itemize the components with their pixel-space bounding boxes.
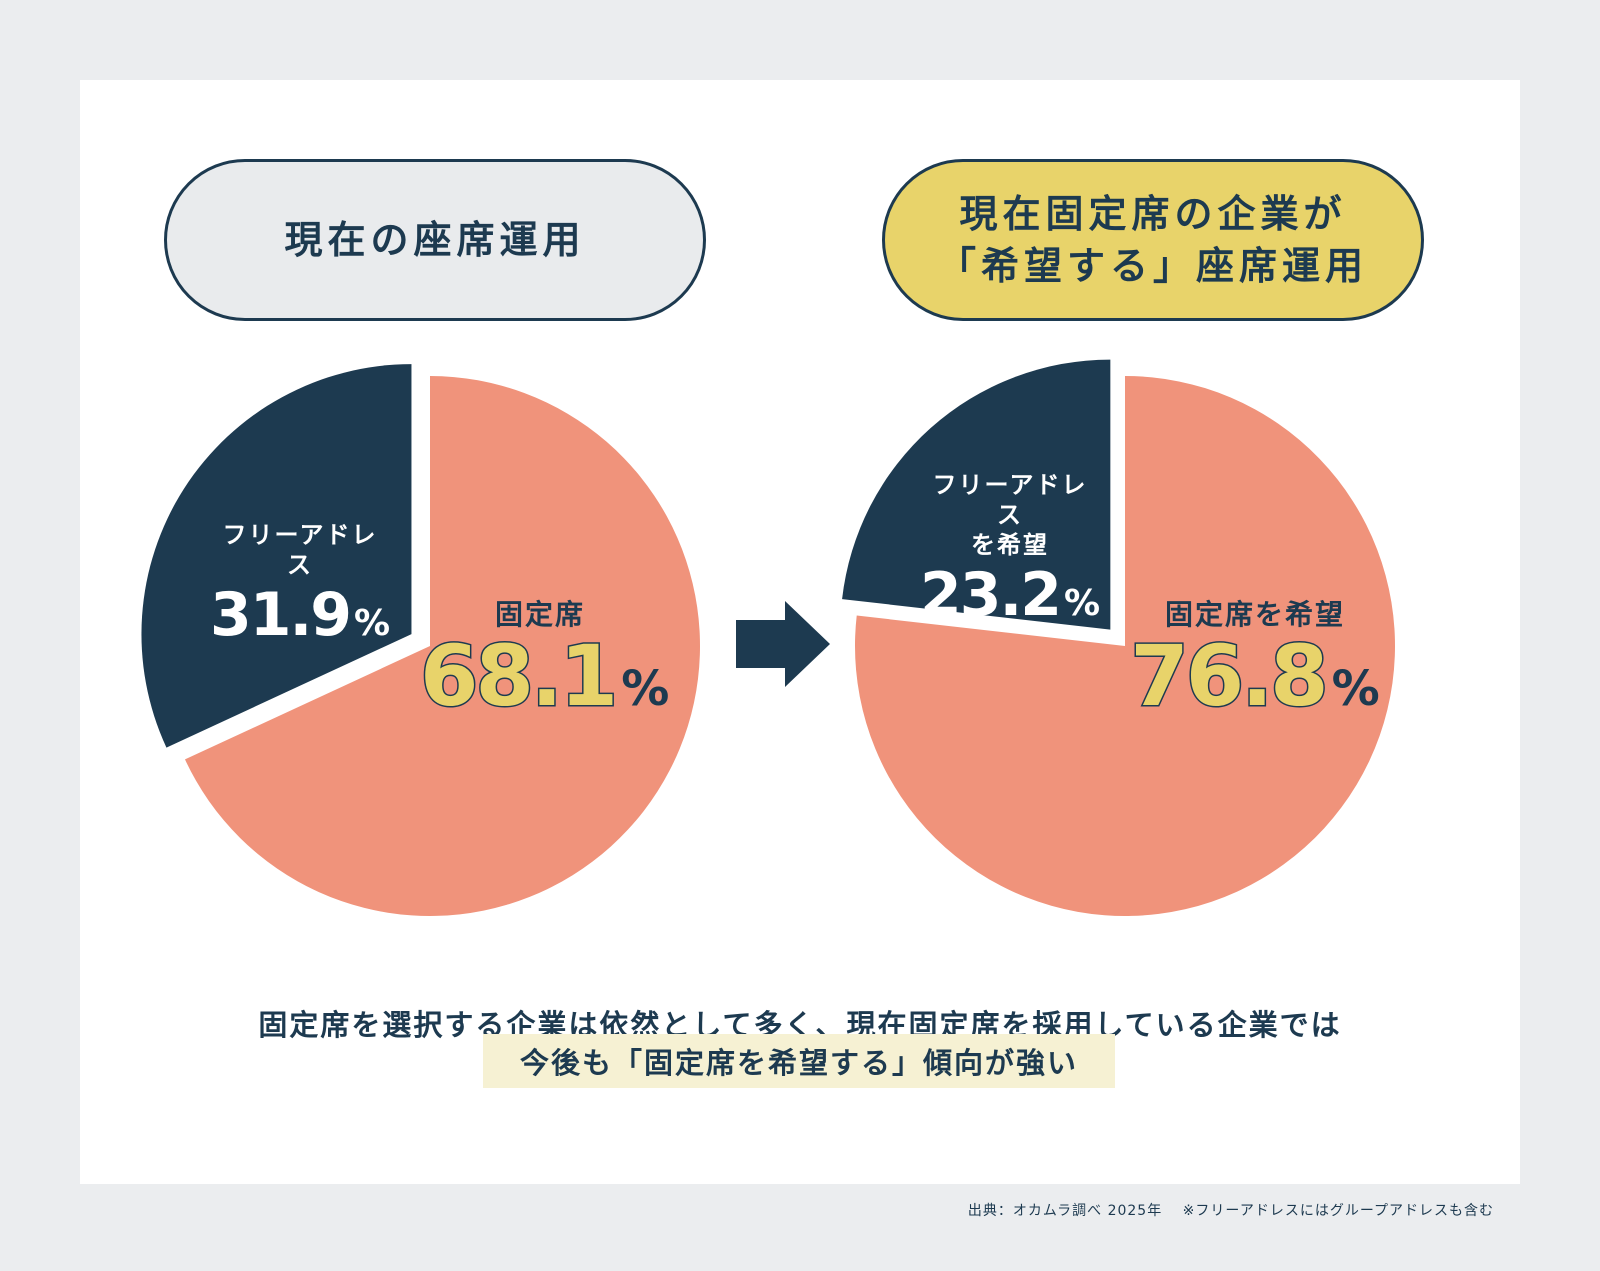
- right-major-name: 固定席を希望: [1164, 598, 1345, 631]
- right-pie-chart: [842, 359, 1395, 916]
- right-chart-title: 現在固定席の企業が 「希望する」座席運用: [882, 159, 1424, 321]
- right-minor-value: 23.2: [920, 560, 1062, 630]
- right-pie-slice-major: [854, 376, 1395, 916]
- summary-caption-line2: 今後も「固定席を希望する」傾向が強い: [519, 1046, 1078, 1080]
- left-major-value-row: 68.1%: [418, 627, 669, 735]
- right-major-value: 76.8: [1129, 627, 1330, 725]
- left-minor-name: フリーアドレス: [222, 521, 378, 579]
- left-pie-chart: [141, 364, 701, 917]
- left-chart-title: 現在の座席運用: [164, 159, 706, 321]
- left-minor-percent: %: [354, 603, 391, 644]
- left-major-percent: %: [621, 661, 670, 717]
- infographic-card: 現在の座席運用 現在固定席の企業が 「希望する」座席運用 フリーアドレス 31.…: [80, 80, 1520, 1184]
- right-major-value-row: 76.8%: [1125, 627, 1385, 735]
- left-pie-slice-major: [184, 376, 701, 917]
- right-title-line1: 現在固定席の企業が: [959, 192, 1347, 236]
- left-title-text: 現在の座席運用: [284, 218, 586, 262]
- right-arrow-icon: [736, 601, 830, 687]
- left-major-value: 68.1: [418, 627, 619, 725]
- right-minor-slice-label: フリーアドレス を希望 23.2%: [920, 470, 1100, 639]
- source-footnote: 出典：オカムラ調べ 2025年 ※フリーアドレスにはグループアドレスも含む: [967, 1203, 1494, 1219]
- left-minor-slice-label: フリーアドレス 31.9%: [210, 520, 390, 659]
- right-minor-name-line2: を希望: [971, 531, 1049, 559]
- right-major-percent: %: [1331, 661, 1380, 717]
- pie-charts: [141, 359, 1395, 917]
- right-minor-percent: %: [1064, 583, 1101, 624]
- right-title-line2: 「希望する」座席運用: [937, 244, 1368, 288]
- left-pie-slice-minor: [141, 364, 412, 748]
- summary-caption-highlight: 今後も「固定席を希望する」傾向が強い: [483, 1034, 1115, 1088]
- right-minor-name-line1: フリーアドレス: [932, 471, 1088, 529]
- left-major-name: 固定席: [494, 598, 585, 631]
- left-major-slice-label: 固定席 68.1%: [418, 598, 669, 735]
- right-minor-value-row: 23.2%: [920, 560, 1100, 639]
- right-pie-slice-minor: [842, 359, 1111, 630]
- right-major-slice-label: 固定席を希望 76.8%: [1125, 600, 1385, 735]
- left-minor-value: 31.9: [210, 580, 352, 650]
- left-minor-value-row: 31.9%: [210, 580, 390, 659]
